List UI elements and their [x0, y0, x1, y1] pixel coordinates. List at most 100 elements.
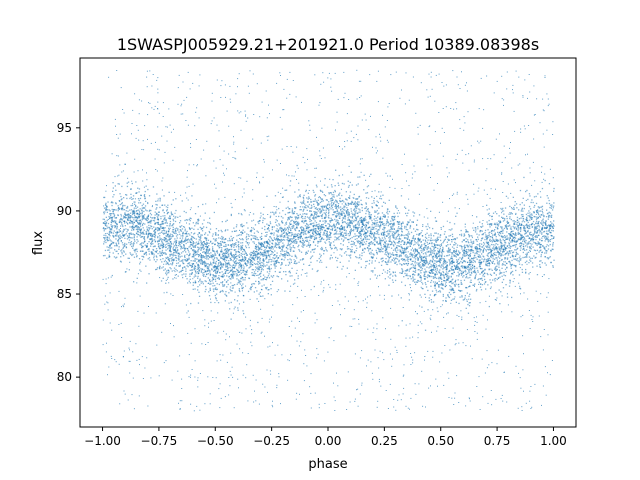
data-point	[216, 249, 218, 252]
data-point	[377, 224, 379, 226]
data-point	[130, 193, 132, 195]
data-point	[526, 255, 528, 257]
data-point	[390, 222, 393, 225]
data-point	[535, 195, 537, 198]
data-point	[414, 264, 417, 266]
data-point	[291, 210, 293, 212]
data-point	[226, 286, 228, 288]
data-point	[227, 269, 229, 271]
data-point	[389, 277, 391, 279]
data-point	[230, 301, 232, 304]
data-point	[234, 260, 237, 263]
data-point	[547, 218, 549, 220]
data-point	[282, 255, 284, 257]
data-point	[285, 274, 287, 276]
data-point	[262, 266, 264, 268]
data-point	[504, 253, 507, 255]
data-point	[367, 210, 369, 212]
data-point	[258, 249, 260, 251]
data-point	[110, 228, 112, 230]
data-point	[534, 231, 536, 233]
data-point	[332, 225, 334, 227]
data-point	[526, 260, 528, 262]
data-point	[113, 209, 115, 211]
data-point	[160, 253, 162, 255]
data-point	[150, 245, 152, 247]
data-point	[290, 216, 292, 219]
data-point	[347, 219, 349, 221]
data-point	[370, 232, 372, 235]
data-point	[417, 263, 419, 266]
data-point	[115, 234, 117, 236]
data-point	[365, 192, 367, 194]
data-point	[234, 243, 236, 245]
data-point	[227, 229, 229, 231]
data-point	[389, 175, 391, 177]
data-point	[272, 246, 274, 248]
data-point	[272, 211, 274, 213]
data-point	[136, 256, 138, 258]
data-point	[501, 246, 503, 248]
data-point	[384, 246, 387, 248]
data-point	[429, 266, 431, 268]
data-point	[269, 258, 271, 260]
data-point	[377, 216, 379, 218]
data-point	[131, 254, 133, 257]
data-point	[230, 274, 232, 276]
data-point	[207, 258, 210, 260]
data-point	[363, 224, 365, 226]
data-point	[445, 236, 447, 238]
data-point	[489, 249, 491, 251]
data-point	[482, 255, 484, 257]
data-point	[108, 227, 111, 229]
data-point	[531, 199, 533, 201]
data-point	[249, 261, 252, 263]
data-point	[351, 202, 353, 204]
data-point	[396, 263, 398, 266]
data-point	[481, 284, 484, 286]
data-point	[189, 275, 191, 277]
data-point	[450, 267, 452, 269]
data-point	[279, 227, 281, 229]
data-point	[468, 236, 470, 238]
data-point	[259, 242, 261, 244]
data-point	[113, 236, 115, 238]
data-point	[435, 240, 438, 242]
data-point	[204, 262, 206, 264]
data-point	[380, 198, 383, 200]
data-point	[522, 215, 524, 218]
data-point	[384, 242, 386, 244]
data-point	[421, 267, 424, 270]
data-point	[424, 252, 426, 254]
data-point	[212, 242, 214, 244]
data-point	[245, 272, 247, 274]
data-point	[385, 249, 387, 251]
data-point	[418, 247, 420, 249]
data-point	[308, 196, 310, 198]
data-point	[103, 241, 105, 243]
data-point	[376, 200, 378, 202]
data-point	[319, 235, 321, 237]
data-point	[531, 222, 533, 225]
data-point	[335, 199, 337, 201]
data-point	[215, 272, 217, 275]
data-point	[325, 220, 327, 222]
data-point	[355, 184, 358, 186]
data-point	[371, 262, 373, 264]
data-point	[451, 233, 454, 235]
data-point	[150, 242, 153, 244]
data-point	[349, 220, 352, 222]
data-point	[305, 240, 308, 242]
data-point	[150, 219, 152, 221]
data-point	[325, 211, 327, 213]
data-point	[188, 223, 191, 225]
data-point	[325, 207, 328, 209]
data-point	[167, 204, 169, 206]
data-point	[389, 235, 391, 237]
data-point	[515, 265, 517, 267]
data-point	[342, 210, 344, 212]
data-point	[465, 229, 467, 231]
data-point	[461, 272, 463, 274]
data-point	[419, 254, 421, 256]
data-point	[387, 234, 389, 236]
